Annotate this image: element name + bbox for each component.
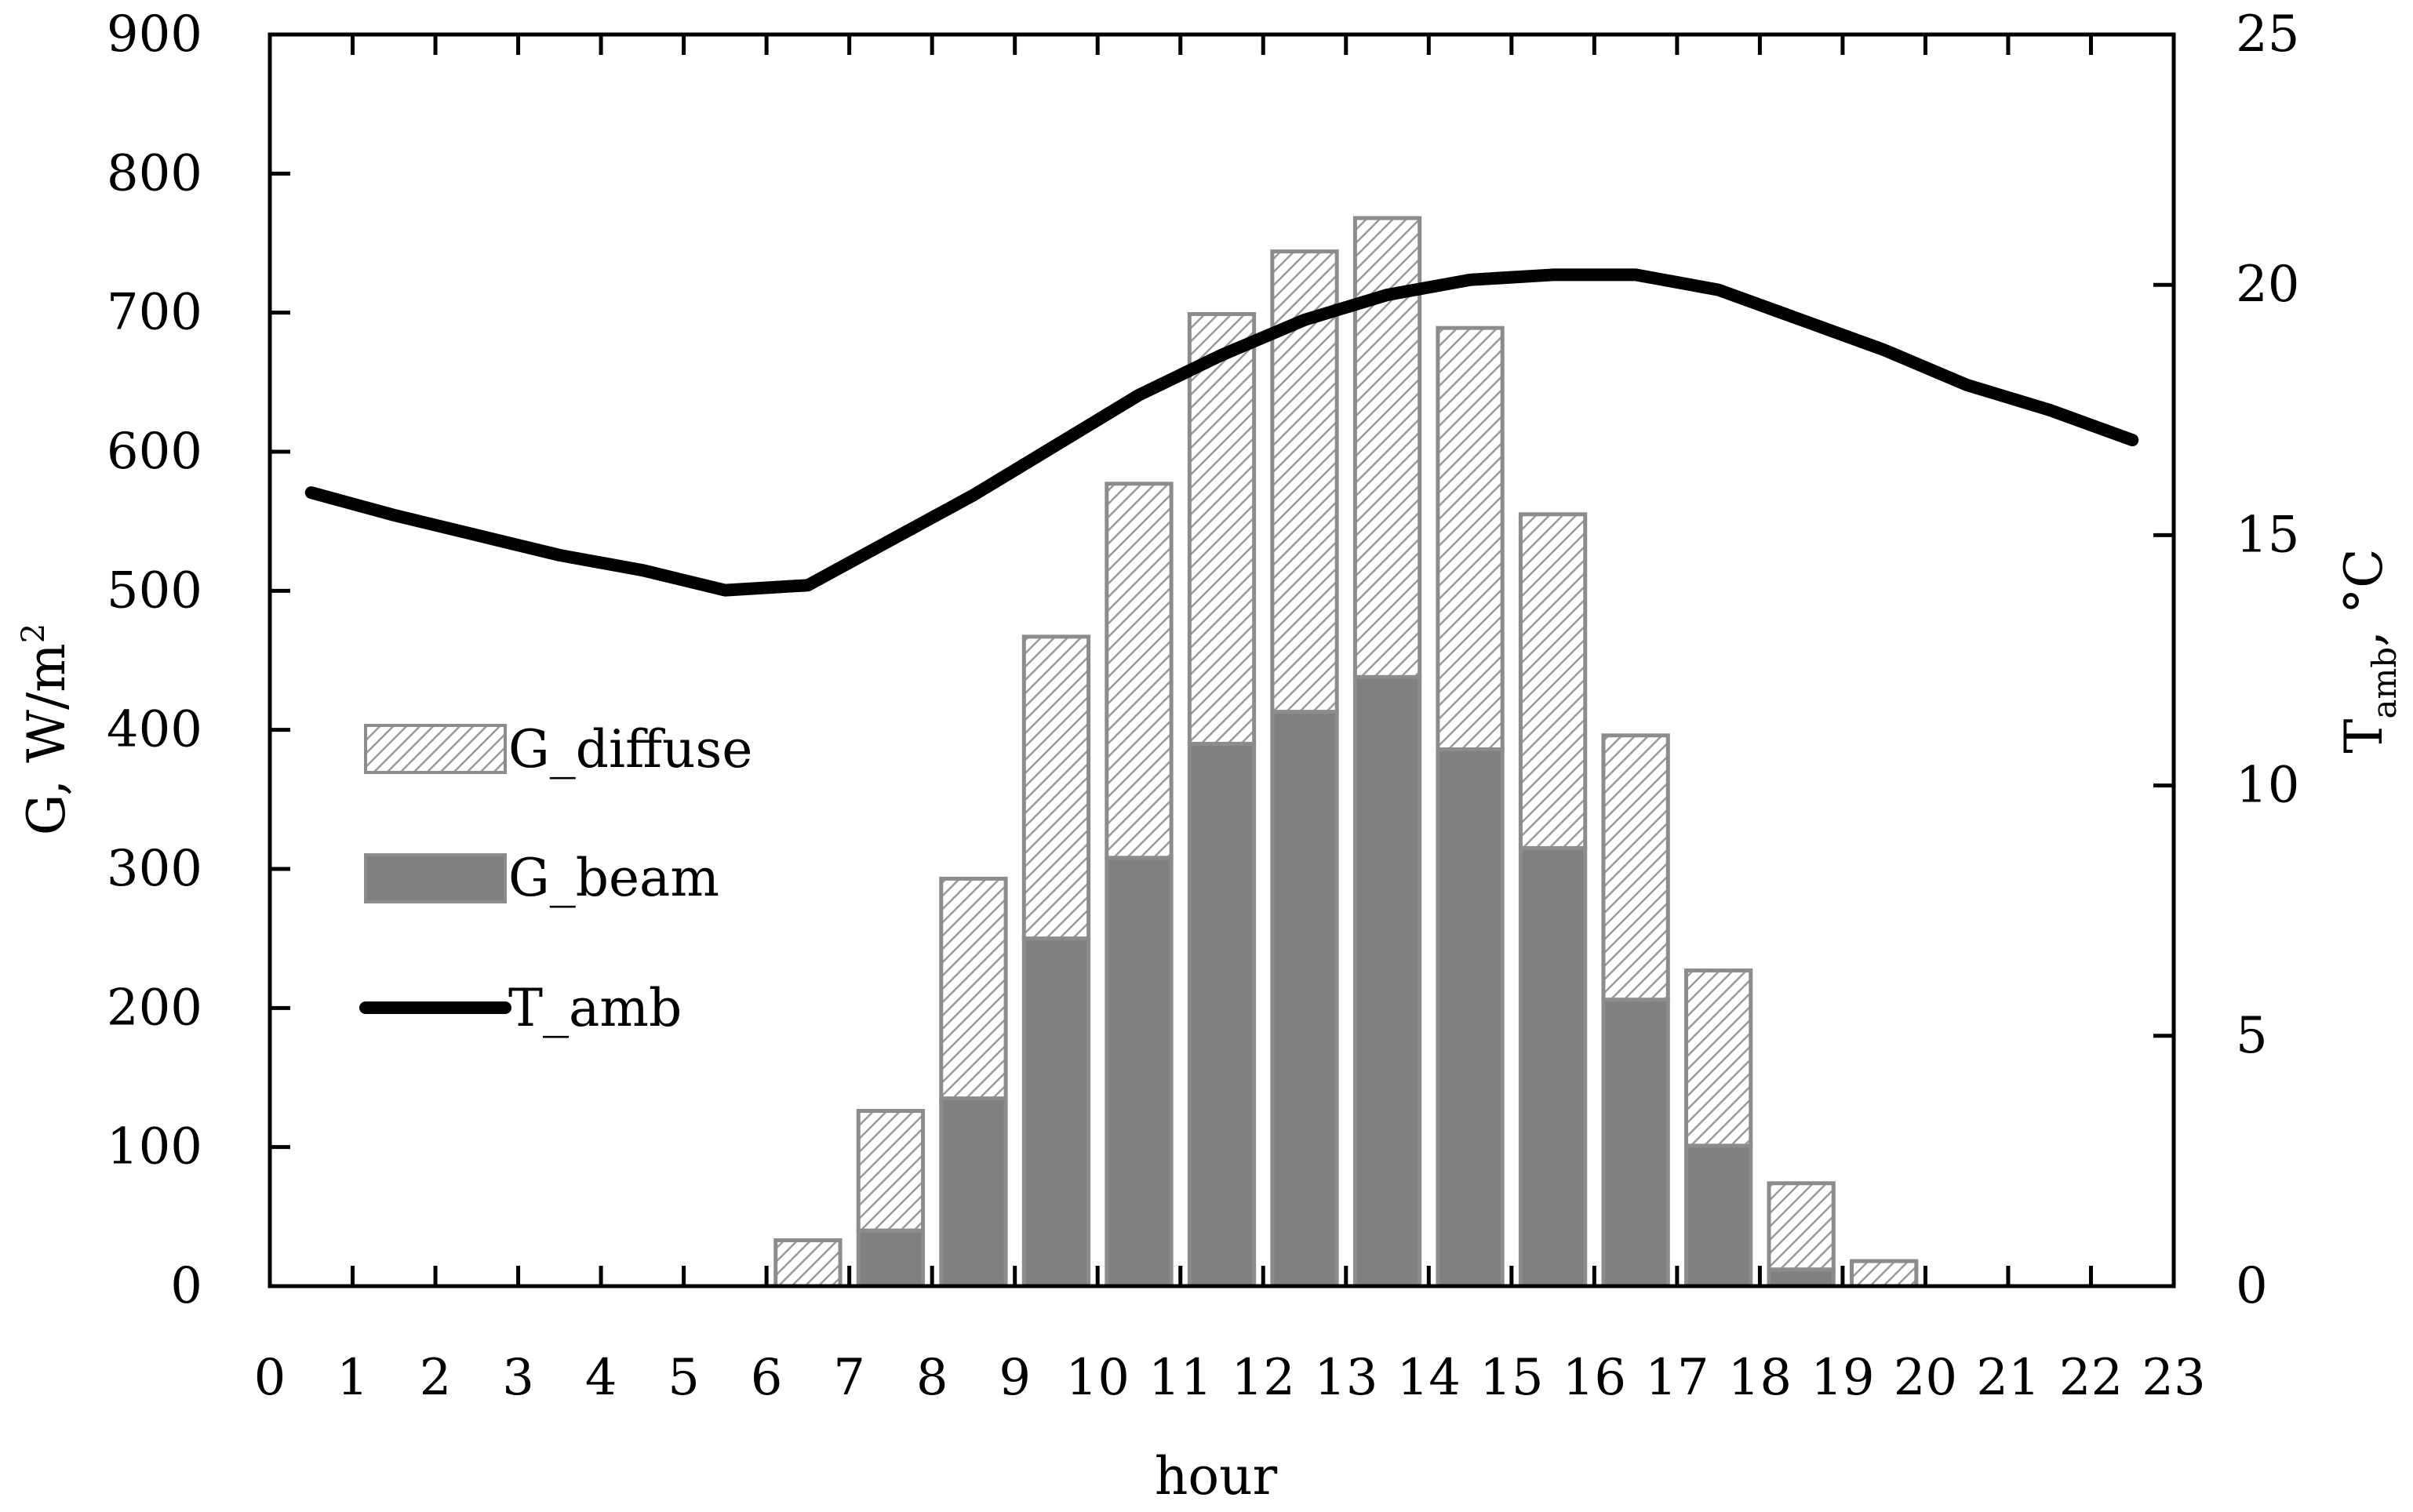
bar-diffuse-hour-9 [1021, 634, 1091, 941]
x-tick-label: 15 [1479, 1349, 1543, 1407]
labels-layer: 0 1 2 3 4 5 6 7 8 9 10 11 12 13 14 15 16 17 18 19 20 21 22 2301… [107, 5, 2300, 1407]
x-tick-label: 6 [751, 1349, 783, 1407]
bar-diffuse-hour-6 [773, 1238, 843, 1288]
y2-tick-label: 5 [2236, 1007, 2268, 1065]
bar-beam-hour-16 [1601, 998, 1670, 1288]
x-tick-label: 0 [254, 1349, 286, 1407]
legend: G_diffuse G_beam T_amb [359, 719, 752, 1038]
bar-diffuse-hour-18 [1767, 1181, 1836, 1272]
y2-axis-title-main: T [2334, 719, 2394, 754]
legend-swatch-beam [364, 853, 507, 903]
x-tick-label: 4 [585, 1349, 617, 1407]
legend-label-beam: G_beam [508, 848, 719, 908]
x-tick-label: 10 [1065, 1349, 1129, 1407]
bars-layer [773, 216, 1919, 1288]
x-tick-label: 14 [1397, 1349, 1461, 1407]
y2-tick-label: 20 [2236, 256, 2299, 314]
x-axis-title: hour [1155, 1446, 1278, 1507]
y-axis-title: G, W/m2 [16, 623, 77, 835]
y-axis-title-main: G, W/m [16, 643, 77, 835]
bar-diffuse-hour-8 [939, 876, 1008, 1101]
y-tick-label: 500 [107, 562, 202, 620]
x-tick-label: 17 [1645, 1349, 1709, 1407]
legend-swatch-diffuse [364, 724, 507, 774]
x-tick-label: 7 [833, 1349, 865, 1407]
y-tick-label: 100 [107, 1118, 202, 1176]
x-tick-label: 21 [1976, 1349, 2040, 1407]
series-line-t-amb [304, 268, 2139, 597]
x-tick-label: 12 [1232, 1349, 1295, 1407]
bar-beam-hour-18 [1767, 1267, 1836, 1288]
bar-diffuse-hour-11 [1187, 311, 1257, 746]
y-tick-label: 900 [107, 5, 202, 64]
y2-tick-label: 25 [2236, 5, 2299, 64]
y2-tick-label: 0 [2236, 1257, 2268, 1315]
bar-diffuse-hour-15 [1518, 512, 1588, 850]
bar-beam-hour-10 [1105, 856, 1174, 1288]
x-tick-label: 2 [420, 1349, 452, 1407]
x-tick-label: 13 [1314, 1349, 1378, 1407]
bar-beam-hour-14 [1436, 747, 1505, 1288]
y2-axis-title-sub: amb [2365, 647, 2404, 719]
legend-label-line: T_amb [508, 978, 682, 1038]
y2-axis-title: Tamb, °C [2334, 548, 2404, 753]
bar-diffuse-hour-19 [1850, 1259, 1919, 1288]
bar-diffuse-hour-10 [1105, 482, 1174, 860]
x-tick-label: 3 [502, 1349, 534, 1407]
x-tick-label: 9 [999, 1349, 1031, 1407]
y-tick-label: 800 [107, 144, 202, 202]
y-tick-label: 700 [107, 284, 202, 342]
bar-beam-hour-9 [1021, 936, 1091, 1288]
x-tick-label: 20 [1894, 1349, 1957, 1407]
y2-tick-label: 15 [2236, 506, 2299, 564]
bar-beam-hour-12 [1270, 710, 1339, 1288]
x-tick-label: 11 [1148, 1349, 1212, 1407]
bar-beam-hour-17 [1683, 1143, 1753, 1288]
y-tick-label: 600 [107, 423, 202, 481]
bar-beam-hour-13 [1352, 674, 1422, 1288]
bar-diffuse-hour-17 [1683, 968, 1753, 1148]
y2-axis-title-unit: , °C [2334, 548, 2394, 646]
legend-label-diffuse: G_diffuse [508, 719, 752, 780]
line-layer [304, 268, 2139, 597]
bar-beam-hour-7 [856, 1228, 926, 1288]
x-tick-label: 19 [1811, 1349, 1874, 1407]
x-tick-label: 18 [1728, 1349, 1792, 1407]
x-tick-label: 16 [1563, 1349, 1626, 1407]
y-axis-title-sup: 2 [16, 623, 52, 643]
bar-beam-hour-11 [1187, 741, 1257, 1288]
x-tick-label: 8 [916, 1349, 948, 1407]
y-tick-label: 400 [107, 701, 202, 759]
bar-beam-hour-8 [939, 1096, 1008, 1288]
bar-beam-hour-15 [1518, 845, 1588, 1288]
y-tick-label: 0 [170, 1257, 202, 1315]
x-tick-label: 22 [2059, 1349, 2123, 1407]
y-tick-label: 200 [107, 979, 202, 1037]
plot-frame [268, 32, 2176, 1288]
y-tick-label: 300 [107, 840, 202, 898]
x-tick-label: 23 [2142, 1349, 2205, 1407]
bar-diffuse-hour-7 [856, 1109, 926, 1233]
axes-layer [268, 32, 2176, 1288]
bar-diffuse-hour-16 [1601, 733, 1670, 1002]
y2-tick-label: 10 [2236, 757, 2299, 815]
x-tick-label: 1 [337, 1349, 369, 1407]
bar-diffuse-hour-14 [1436, 325, 1505, 751]
x-tick-label: 5 [668, 1349, 700, 1407]
